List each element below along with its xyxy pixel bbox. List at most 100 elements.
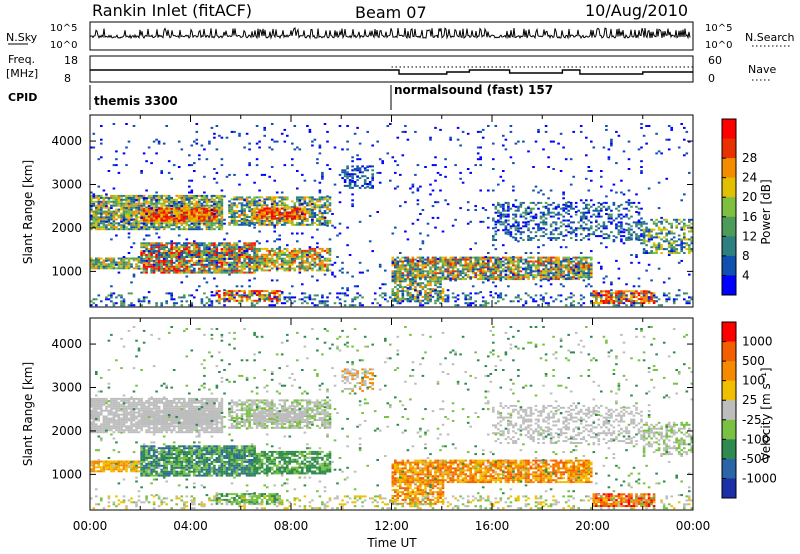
power-cell xyxy=(117,228,121,231)
power-cell xyxy=(492,270,495,273)
power-cell xyxy=(90,304,93,307)
power-cell xyxy=(255,214,259,216)
power-cell xyxy=(652,252,656,254)
power-cell xyxy=(590,205,593,208)
power-cell xyxy=(391,272,395,275)
power-cell xyxy=(240,267,244,270)
power-cell xyxy=(590,225,593,228)
power-cell xyxy=(595,207,598,210)
power-cell xyxy=(514,278,518,281)
power-cell xyxy=(198,224,201,227)
power-cell xyxy=(170,214,173,217)
power-cell xyxy=(120,196,123,199)
power-cell xyxy=(363,183,367,185)
power-cell xyxy=(313,253,317,256)
power-cell xyxy=(245,252,249,254)
power-cell xyxy=(683,246,686,249)
power-cell xyxy=(145,244,148,247)
power-cell xyxy=(120,257,123,260)
power-cell xyxy=(220,214,224,217)
power-cell xyxy=(494,211,498,214)
power-cell xyxy=(484,270,488,273)
power-cell xyxy=(353,298,357,301)
power-cell xyxy=(155,207,158,210)
power-cell xyxy=(253,261,256,264)
power-cell xyxy=(142,216,146,219)
power-cell xyxy=(105,265,108,268)
power-cell xyxy=(625,304,628,307)
power-cell xyxy=(263,294,266,297)
power-cell xyxy=(688,224,691,227)
power-cell xyxy=(401,260,405,263)
power-cell xyxy=(497,221,500,224)
power-cell xyxy=(502,205,505,208)
power-cell xyxy=(155,204,158,207)
power-cell xyxy=(157,220,161,223)
power-cell xyxy=(391,256,395,259)
power-cell xyxy=(175,194,178,197)
power-cell xyxy=(514,276,518,279)
power-cell xyxy=(348,186,352,189)
power-cell xyxy=(522,262,525,265)
power-cell xyxy=(107,170,111,172)
power-cell xyxy=(544,266,548,269)
power-cell xyxy=(165,219,168,222)
power-cell xyxy=(416,276,420,279)
power-cell xyxy=(140,267,143,270)
power-cell xyxy=(579,233,583,236)
power-cell xyxy=(326,208,329,211)
power-cell xyxy=(195,196,199,199)
power-cell xyxy=(585,215,588,218)
power-cell xyxy=(127,194,131,197)
power-cell xyxy=(670,244,673,247)
power-cell xyxy=(198,226,201,229)
power-cell xyxy=(373,298,377,301)
power-cell xyxy=(208,213,211,216)
power-cell xyxy=(444,264,447,267)
power-cell xyxy=(238,210,241,213)
power-cell xyxy=(122,263,126,266)
power-cell xyxy=(617,221,621,224)
power-cell xyxy=(127,206,131,209)
power-cell xyxy=(647,298,651,301)
power-cell xyxy=(157,259,161,262)
power-cell xyxy=(497,264,500,267)
power-cell xyxy=(230,269,234,272)
power-cell xyxy=(200,202,204,205)
power-cell xyxy=(273,261,276,264)
power-cell xyxy=(265,196,269,199)
power-cell xyxy=(459,272,462,275)
power-cell xyxy=(253,242,256,245)
power-cell xyxy=(585,276,588,279)
power-cell xyxy=(534,266,538,269)
power-cell xyxy=(110,226,113,229)
power-cell xyxy=(680,244,683,247)
power-cell xyxy=(203,248,206,251)
power-cell xyxy=(662,240,666,243)
power-cell xyxy=(537,268,540,271)
power-cell xyxy=(263,209,266,212)
power-cell xyxy=(160,207,163,210)
power-cell xyxy=(260,211,264,214)
power-cell xyxy=(183,217,186,220)
power-cell xyxy=(215,246,219,249)
power-cell xyxy=(188,228,191,231)
power-cell xyxy=(404,290,407,293)
power-cell xyxy=(685,244,689,247)
power-cell xyxy=(466,268,470,271)
power-cell xyxy=(592,233,596,236)
power-cell xyxy=(112,210,116,213)
power-cell xyxy=(507,270,510,273)
power-cell xyxy=(132,273,136,276)
power-cell xyxy=(557,211,560,214)
power-cell xyxy=(273,253,276,256)
power-cell xyxy=(127,267,131,270)
power-cell xyxy=(130,304,133,307)
power-cell xyxy=(112,204,116,207)
power-cell xyxy=(645,298,648,301)
power-cell xyxy=(175,211,178,214)
power-cell xyxy=(567,276,570,279)
power-cell xyxy=(270,223,274,226)
power-cell xyxy=(225,257,229,260)
power-cell xyxy=(532,215,535,218)
